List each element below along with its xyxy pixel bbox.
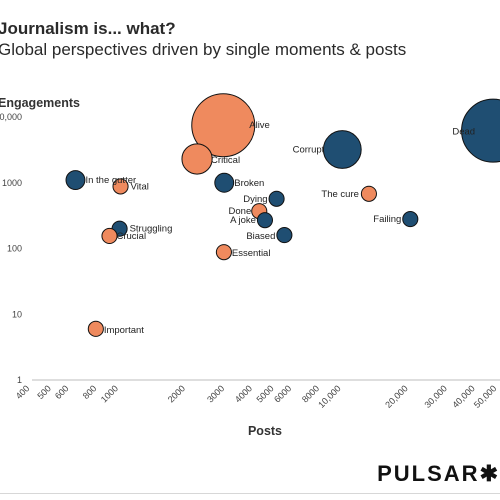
bubble-layer: Dead Alive Corrupt Critical In the gutterVit… [65,93,500,337]
chart-title: Journalism is... what? [0,19,176,38]
bubble-point [87,320,104,337]
bubble-point [101,227,118,245]
bubble-point [322,130,362,169]
bubble-point [461,98,500,163]
bubble-point [191,93,256,158]
bubble-point [268,190,285,207]
x-tick-label: 600 [53,383,71,401]
data-label: A joke [230,215,256,226]
data-label: Broken [234,178,264,189]
data-label: Biased [246,231,275,242]
y-axis-label: Engagements [0,96,80,110]
data-label: In the gutter [85,175,136,186]
bubble-point [112,178,129,195]
x-tick-label: 4000 [233,383,254,404]
y-axis-ticks: 1 10 100 1000 10,000 [0,112,22,385]
data-label: Done [229,206,252,217]
x-tick-label: 5000 [254,383,275,404]
bubble-point [256,212,274,229]
pulsar-logo: PULSAR✱ [377,461,500,487]
x-axis-label: Posts [248,424,282,438]
data-label: Essential [232,248,271,259]
bubble-point [214,172,235,193]
data-label: Alive [249,120,270,131]
y-tick-label: 10 [12,309,22,319]
x-tick-label: 30,000 [422,383,449,410]
brand-name: PULSAR [377,461,480,486]
x-tick-label: 1000 [99,383,120,404]
x-tick-label: 40,000 [450,383,477,410]
footer-divider [0,493,500,494]
x-tick-label: 20,000 [383,383,410,410]
x-tick-label: 800 [81,383,99,401]
x-tick-label: 400 [14,383,32,401]
data-label: Dying [243,194,267,205]
y-tick-label: 1000 [2,178,22,188]
data-label: Struggling [130,224,173,235]
bubble-point [360,185,377,202]
bubble-point [65,170,86,190]
x-tick-label: 6000 [272,383,293,404]
x-tick-label: 3000 [205,383,226,404]
y-tick-label: 100 [7,244,22,254]
x-tick-label: 500 [35,383,53,401]
x-tick-label: 50,000 [472,383,499,410]
data-label: Dead [452,127,475,138]
data-label: Important [104,325,144,336]
data-label: Critical [211,155,240,166]
y-tick-label: 1 [17,375,22,385]
data-label: Failing [373,214,401,225]
x-tick-label: 10,000 [316,383,343,410]
bubble-point [402,211,419,228]
data-label: Crucial [117,231,147,242]
data-label: Corrupt [293,145,325,156]
bubble-point [215,244,232,261]
bubble-point [276,227,293,244]
data-label: Vital [131,181,149,192]
chart-subtitle: Global perspectives driven by single mom… [0,40,407,59]
x-tick-label: 2000 [166,383,187,404]
y-tick-label: 10,000 [0,112,22,122]
data-label: The cure [321,189,359,200]
bubble-point [181,143,213,175]
brand-star-icon: ✱ [479,461,500,486]
